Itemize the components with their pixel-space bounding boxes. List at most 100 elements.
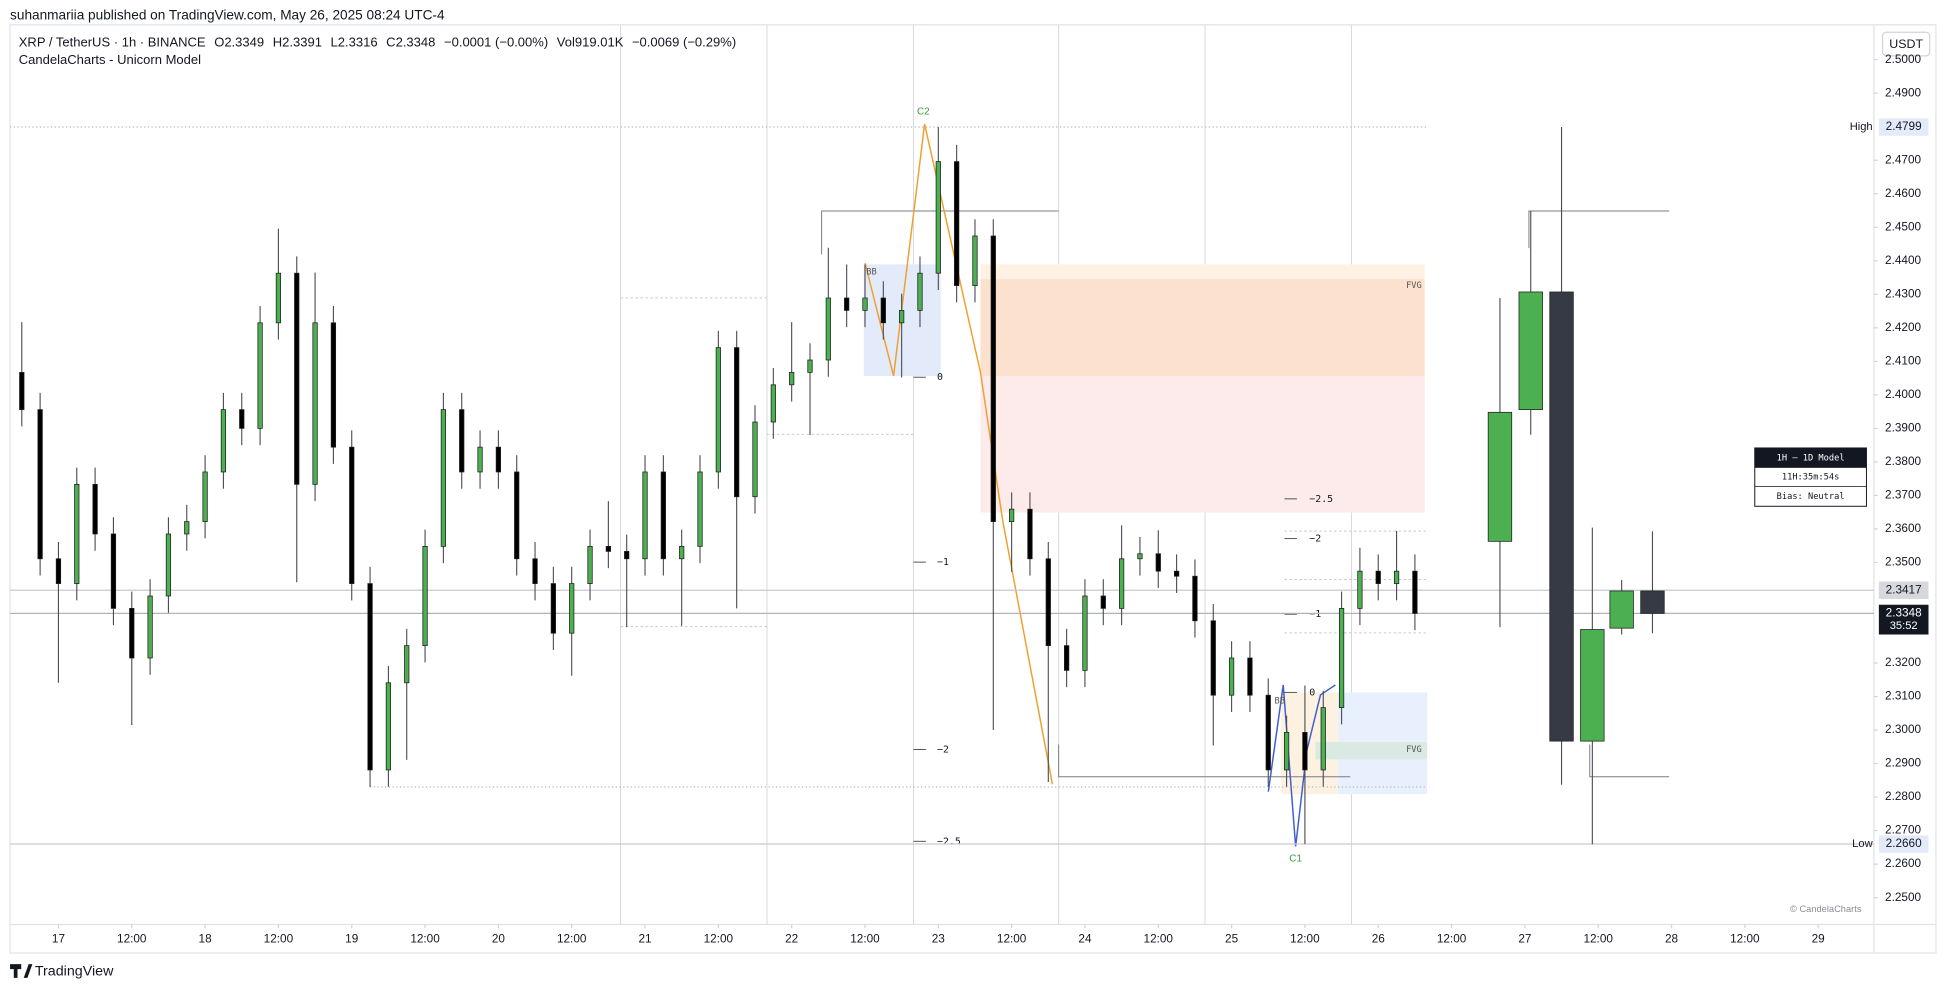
candle-body bbox=[990, 235, 996, 522]
candle-body bbox=[1045, 558, 1051, 646]
structure-lines bbox=[620, 210, 1670, 778]
x-tick-label: 17 bbox=[52, 932, 65, 945]
candle-body bbox=[1320, 707, 1326, 771]
x-tick-label: 25 bbox=[1225, 932, 1239, 945]
panel-bias: Bias: Neutral bbox=[1777, 492, 1845, 502]
candle-body bbox=[1393, 570, 1400, 584]
bb-label: BB bbox=[866, 267, 876, 277]
candle-body bbox=[1174, 570, 1180, 577]
candle-body bbox=[1009, 508, 1015, 522]
y-tick-label: 2.3900 bbox=[1885, 421, 1921, 434]
range-line bbox=[1058, 744, 1351, 778]
candle-body bbox=[1082, 595, 1088, 671]
overlay-labels: C2 C1 BB BB FVG FVG 0 −1 −2 −2.5 −2.5 −2… bbox=[866, 106, 1421, 864]
high-tag: High bbox=[1850, 121, 1873, 133]
candle-body bbox=[752, 421, 758, 498]
stat: C2.3348 bbox=[386, 35, 435, 50]
stat: Vol919.01K bbox=[557, 35, 624, 50]
y-tick-label: 2.4300 bbox=[1885, 287, 1921, 300]
candle-body bbox=[624, 551, 630, 560]
candle-body bbox=[257, 322, 263, 429]
y-tick-label: 2.2600 bbox=[1885, 857, 1921, 870]
y-tick-label: 2.3600 bbox=[1885, 522, 1921, 535]
swing-zigzag bbox=[864, 123, 1054, 785]
x-tick-label: 12:00 bbox=[410, 932, 440, 945]
candle-body bbox=[1487, 411, 1513, 542]
candle-body bbox=[789, 372, 795, 386]
candle-body bbox=[1518, 291, 1543, 410]
candle-body bbox=[275, 272, 282, 324]
model-panel: 1H – 1D Model 11H:35m:54s Bias: Neutral bbox=[1754, 447, 1867, 507]
published-line: suhanmariia published on TradingView.com… bbox=[10, 8, 445, 23]
candle-body bbox=[349, 446, 355, 584]
candle-body bbox=[184, 521, 190, 535]
x-tick-label: 12:00 bbox=[1144, 932, 1174, 945]
candle-body bbox=[1580, 629, 1605, 742]
x-tick-label: 29 bbox=[1812, 932, 1825, 945]
candle-body bbox=[1100, 595, 1106, 609]
y-tick-label: 2.4200 bbox=[1885, 321, 1921, 334]
candle-body bbox=[330, 322, 337, 448]
panel-timer: 11H:35m:54s bbox=[1782, 473, 1839, 483]
x-tick-label: 12:00 bbox=[1290, 932, 1320, 945]
countdown: 35:52 bbox=[1890, 620, 1918, 632]
candle-body bbox=[807, 359, 813, 373]
candle-body bbox=[679, 546, 685, 560]
candle-body bbox=[1640, 590, 1665, 614]
panel-title: 1H – 1D Model bbox=[1777, 453, 1845, 463]
y-tick-label: 2.4700 bbox=[1885, 153, 1921, 166]
low-tag: Low bbox=[1852, 838, 1873, 850]
brand-name: TradingView bbox=[35, 963, 114, 979]
candle-body bbox=[1137, 553, 1143, 560]
brand-logo bbox=[10, 964, 33, 978]
range-line bbox=[1528, 210, 1670, 249]
last-price-badge bbox=[1878, 604, 1929, 635]
x-tick-label: 23 bbox=[932, 932, 946, 945]
y-tick-label: 2.4400 bbox=[1885, 254, 1921, 267]
fvg-label: FVG bbox=[1406, 745, 1422, 755]
candle-body bbox=[954, 161, 960, 286]
candle-body bbox=[1192, 575, 1198, 622]
symbol-header: XRP / TetherUS · 1h · BINANCE O2.3349 H2… bbox=[19, 35, 736, 50]
candle-body bbox=[1155, 553, 1161, 572]
fib-label: 0 bbox=[1309, 687, 1315, 698]
candle-body bbox=[220, 409, 227, 473]
fib-label: −2 bbox=[1309, 534, 1321, 545]
candle-body bbox=[129, 608, 135, 659]
currency-box bbox=[1881, 31, 1931, 57]
y-tick-label: 2.4000 bbox=[1885, 388, 1921, 401]
candle-body bbox=[110, 533, 117, 609]
candle-body bbox=[770, 384, 776, 423]
copyright: © CandelaCharts bbox=[1790, 904, 1862, 914]
candle-body bbox=[1119, 558, 1125, 609]
y-tick-label: 2.4500 bbox=[1885, 220, 1921, 233]
candle-body bbox=[569, 583, 575, 634]
x-tick-label: 19 bbox=[345, 932, 358, 945]
candle-body bbox=[550, 583, 556, 634]
candle-body bbox=[92, 483, 98, 535]
panel-header bbox=[1754, 447, 1867, 468]
candle-body bbox=[1247, 657, 1253, 696]
candle-body bbox=[734, 347, 740, 498]
candle-body bbox=[165, 533, 172, 597]
x-tick-label: 12:00 bbox=[704, 932, 734, 945]
fvg-zone bbox=[980, 375, 1425, 513]
x-tick-label: 28 bbox=[1665, 932, 1679, 945]
x-tick-label: 12:00 bbox=[1583, 932, 1613, 945]
x-tick-label: 12:00 bbox=[1730, 932, 1760, 945]
candle-body bbox=[74, 483, 80, 584]
x-tick-label: 26 bbox=[1372, 932, 1386, 945]
candle-body bbox=[385, 682, 392, 771]
fib-label: −2.5 bbox=[1309, 494, 1333, 505]
stat: −0.0069 (−0.29%) bbox=[632, 35, 736, 50]
candle-body bbox=[19, 372, 25, 410]
candle-body bbox=[1412, 570, 1418, 614]
last-price-value: 2.3348 bbox=[1886, 607, 1922, 620]
candle-body bbox=[935, 161, 941, 274]
candle-body bbox=[1302, 732, 1308, 771]
candle-body bbox=[495, 446, 501, 473]
fib-label: −1 bbox=[1309, 609, 1321, 620]
candle-body bbox=[880, 297, 886, 324]
candle-body bbox=[1210, 620, 1216, 696]
